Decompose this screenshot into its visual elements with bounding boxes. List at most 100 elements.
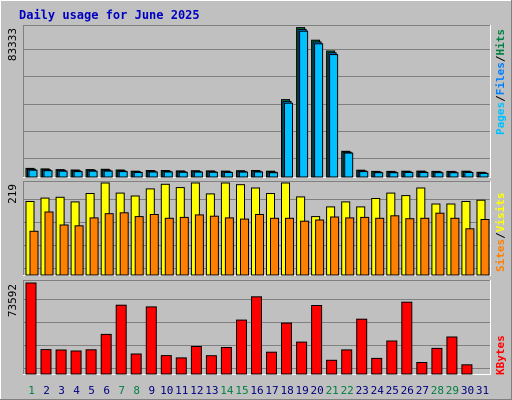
day-label-28: 28: [431, 384, 444, 397]
bar-kbytes-day-3: [55, 349, 67, 375]
bar-pages-day-4: [73, 171, 83, 178]
bar-pages-day-17: [269, 172, 278, 178]
bar-sites-day-14: [224, 217, 234, 276]
bar-sites-day-16: [255, 214, 264, 276]
bar-sites-day-11: [179, 216, 189, 276]
day-label-1: 1: [28, 384, 35, 397]
bar-pages-day-5: [88, 170, 98, 178]
bar-sites-day-17: [270, 217, 279, 276]
bar-sites-day-24: [375, 217, 385, 276]
day-label-6: 6: [103, 384, 110, 397]
day-label-21: 21: [326, 384, 339, 397]
bar-pages-day-7: [118, 171, 128, 178]
visits-legend: Sites/Visits: [494, 193, 507, 273]
legend-entry-files: Files: [494, 62, 507, 95]
day-label-12: 12: [190, 384, 203, 397]
bar-kbytes-day-19: [296, 341, 308, 375]
bar-pages-day-24: [374, 172, 384, 178]
bar-kbytes-day-10: [160, 355, 172, 375]
bar-kbytes-day-5: [85, 349, 97, 375]
bar-kbytes-day-1: [25, 282, 37, 375]
bar-pages-day-23: [359, 171, 369, 178]
bar-pages-day-12: [193, 171, 203, 178]
bar-pages-day-10: [163, 171, 173, 178]
day-label-26: 26: [401, 384, 414, 397]
bar-kbytes-day-30: [461, 364, 473, 375]
bar-sites-day-23: [360, 216, 370, 276]
bar-sites-day-5: [89, 217, 99, 276]
bar-sites-day-31: [480, 219, 490, 276]
day-label-16: 16: [250, 384, 263, 397]
day-label-18: 18: [280, 384, 293, 397]
legend-entry-kbytes: KBytes: [494, 335, 507, 375]
day-label-17: 17: [265, 384, 278, 397]
kbytes-legend: KBytes: [494, 335, 507, 375]
day-label-10: 10: [160, 384, 173, 397]
day-label-11: 11: [175, 384, 188, 397]
bar-sites-day-21: [330, 216, 340, 276]
bar-pages-day-11: [178, 171, 188, 178]
bar-pages-day-22: [344, 152, 354, 178]
bar-pages-day-29: [449, 172, 459, 178]
bar-sites-day-4: [74, 225, 84, 276]
legend-entry-hits: Hits: [494, 29, 507, 56]
bar-sites-day-10: [164, 217, 174, 276]
bar-kbytes-day-14: [220, 347, 232, 375]
kbytes-y-max-label: 73592: [6, 284, 19, 317]
visits-y-max-label: 219: [6, 184, 19, 204]
bar-kbytes-day-21: [326, 359, 338, 375]
bar-pages-day-9: [148, 171, 158, 178]
day-label-8: 8: [133, 384, 140, 397]
bar-pages-day-3: [58, 170, 68, 178]
day-label-2: 2: [43, 384, 50, 397]
bar-sites-day-30: [465, 228, 475, 276]
bar-sites-day-1: [29, 230, 39, 276]
bar-kbytes-day-6: [100, 333, 112, 375]
hits-legend: Pages/Files/Hits: [494, 29, 507, 135]
day-label-3: 3: [58, 384, 65, 397]
bar-sites-day-28: [435, 212, 445, 276]
bar-kbytes-day-24: [371, 357, 383, 375]
bar-sites-day-18: [285, 217, 294, 276]
day-labels: 1 2 3 4 5 6 7 8 9 10 11 12 13 14 15 16 17 18 19 20 21 22 23 24 2…: [28, 384, 489, 397]
legend-entry-slash: /: [494, 55, 507, 62]
bar-sites-day-22: [345, 217, 355, 276]
day-label-22: 22: [341, 384, 354, 397]
bar-sites-day-19: [300, 220, 310, 276]
day-label-19: 19: [295, 384, 308, 397]
bar-kbytes-day-27: [416, 362, 428, 375]
bar-pages-day-27: [419, 172, 429, 178]
bar-sites-day-8: [134, 216, 144, 276]
bar-sites-day-25: [390, 215, 400, 276]
day-label-9: 9: [148, 384, 155, 397]
bar-pages-day-21: [329, 54, 339, 178]
bar-sites-day-12: [194, 214, 204, 276]
kbytes-panel: 73592 KBytes: [6, 280, 507, 375]
legend-entry-visits: Visits: [494, 193, 507, 233]
bar-kbytes-day-4: [70, 350, 82, 375]
bar-pages-day-8: [133, 172, 143, 178]
day-label-25: 25: [386, 384, 399, 397]
hits-plot-area: [23, 25, 491, 178]
bar-sites-day-2: [44, 211, 54, 276]
bar-sites-day-27: [420, 217, 430, 276]
visits-panel: 219 Sites/Visits: [6, 181, 507, 276]
bar-kbytes-day-25: [386, 340, 398, 375]
bar-kbytes-day-23: [356, 318, 368, 375]
bar-kbytes-day-16: [251, 296, 262, 375]
bar-sites-day-26: [405, 218, 415, 276]
chart-title: Daily usage for June 2025: [19, 8, 200, 22]
day-label-15: 15: [235, 384, 248, 397]
bar-kbytes-day-28: [431, 347, 443, 375]
bar-kbytes-day-2: [40, 349, 52, 375]
bar-pages-day-15: [239, 171, 248, 178]
bar-sites-day-13: [209, 215, 219, 276]
bar-pages-day-30: [464, 172, 474, 178]
day-label-27: 27: [416, 384, 429, 397]
day-label-23: 23: [356, 384, 369, 397]
bar-kbytes-day-22: [341, 349, 353, 375]
bar-sites-day-6: [104, 213, 114, 276]
bar-kbytes-day-13: [205, 355, 217, 375]
